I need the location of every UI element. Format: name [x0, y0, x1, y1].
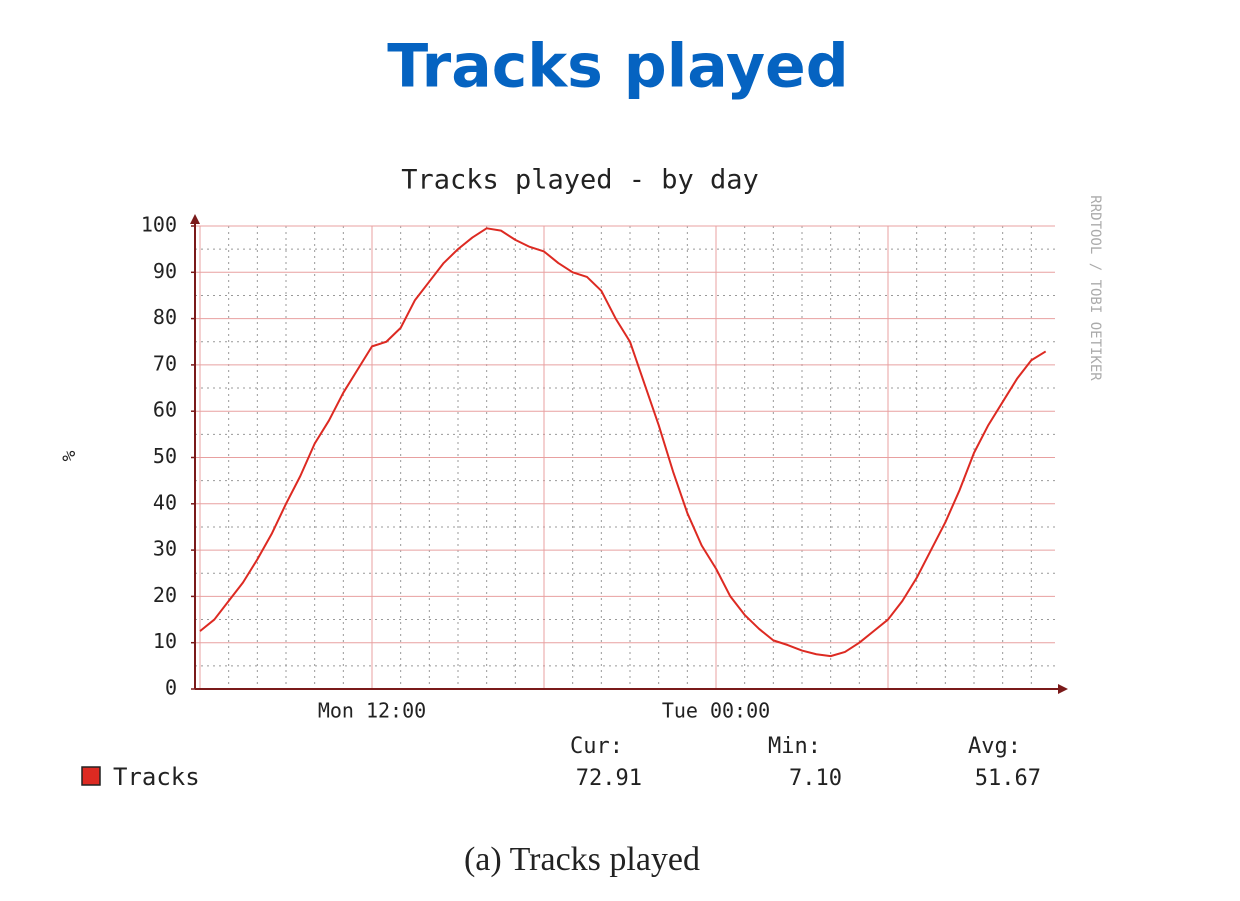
page-heading: Tracks played: [387, 32, 848, 102]
axes: [190, 214, 1068, 694]
figure-caption: (a) Tracks played: [464, 841, 700, 878]
watermark: RRDTOOL / TOBI OETIKER: [1087, 195, 1103, 381]
chart-title: Tracks played - by day: [401, 165, 759, 196]
x-tick-label: Mon 12:00: [318, 699, 426, 723]
stat-label: Avg:: [968, 734, 1021, 759]
plot: [199, 227, 1047, 658]
legend: Tracks Cur: 72.91 Min: 7.10 Avg: 51.67: [81, 734, 1041, 791]
y-tick-label: 20: [153, 583, 177, 607]
y-tick-label: 40: [153, 490, 177, 514]
x-axis-arrow: [1058, 684, 1068, 694]
legend-label: Tracks: [113, 763, 200, 791]
y-tick-label: 100: [141, 213, 177, 237]
stat-label: Min:: [768, 734, 821, 759]
y-tick-label: 80: [153, 305, 177, 329]
legend-swatch: [81, 766, 101, 786]
stat-value: 7.10: [789, 766, 842, 791]
stat-label: Cur:: [570, 734, 623, 759]
stat-value: 51.67: [975, 766, 1041, 791]
y-tick-label: 70: [153, 351, 177, 375]
y-tick-label: 90: [153, 259, 177, 283]
y-tick-label: 30: [153, 537, 177, 561]
data-line: [199, 227, 1047, 658]
y-axis-arrow: [190, 214, 200, 224]
y-tick-label: 50: [153, 444, 177, 468]
stat-value: 72.91: [576, 766, 642, 791]
y-tick-label: 60: [153, 398, 177, 422]
x-tick-label: Tue 00:00: [662, 699, 770, 723]
y-tick-label: 10: [153, 629, 177, 653]
y-tick-label: 0: [165, 676, 177, 700]
y-axis-label: %: [59, 450, 80, 461]
